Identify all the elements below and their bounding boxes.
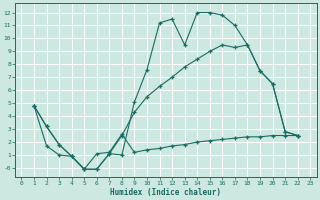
X-axis label: Humidex (Indice chaleur): Humidex (Indice chaleur) <box>110 188 221 197</box>
